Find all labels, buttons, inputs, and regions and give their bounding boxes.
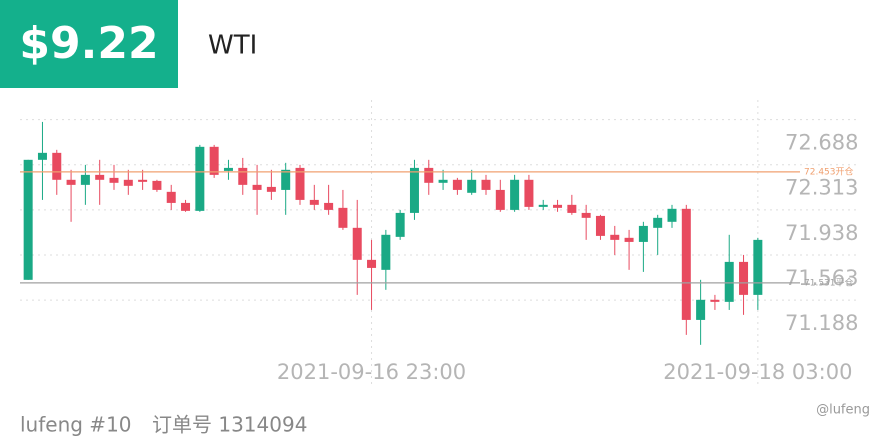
candle-body (295, 167, 305, 200)
y-tick-label: 72.313 (785, 176, 858, 200)
reference-label: 72.453开仓 (804, 165, 854, 177)
candle-body (181, 202, 191, 211)
candle-body (266, 186, 276, 192)
candle-body (409, 167, 419, 213)
candle-body (667, 208, 677, 222)
candle-body (638, 225, 648, 242)
candle-body (338, 207, 348, 228)
candle-body (80, 174, 90, 185)
candle-body (696, 299, 706, 320)
candle-body (438, 179, 448, 183)
candle-body (52, 152, 62, 180)
candle-body (123, 179, 133, 186)
candle-body (367, 259, 377, 268)
candle-body (66, 179, 76, 185)
candle-body (281, 169, 291, 190)
candle-body (524, 179, 534, 207)
candle-body (510, 179, 520, 210)
price-box (0, 0, 178, 88)
x-tick-label: 2021-09-16 23:00 (277, 360, 466, 384)
candle-body (209, 146, 219, 175)
candle-body (166, 191, 176, 203)
candle-body (739, 261, 749, 295)
candle-body (95, 174, 105, 180)
symbol: WTI (208, 31, 257, 61)
candle-body (238, 167, 248, 185)
candle-body (309, 199, 319, 205)
candle-body (710, 299, 720, 302)
candle-body (352, 227, 362, 260)
candle-body (753, 239, 763, 295)
candle-body (195, 146, 205, 211)
candle-body (610, 234, 620, 240)
order: 订单号 1314094 (152, 413, 307, 437)
candle-body (138, 179, 148, 182)
candle-body (395, 212, 405, 237)
candle-body (653, 217, 663, 228)
candle-body (538, 204, 548, 207)
candle-body (324, 202, 334, 210)
candle-body (595, 215, 605, 236)
candle-body (152, 180, 162, 190)
y-tick-label: 71.938 (785, 221, 858, 245)
x-tick-label: 2021-09-18 03:00 (663, 360, 852, 384)
candle-body (452, 179, 462, 190)
candle-body (681, 208, 691, 320)
y-tick-label: 72.688 (785, 131, 858, 155)
candle-body (581, 212, 591, 218)
plot: 72.688 72.313 71.938 71.563 71.188 2021-09-16… (20, 100, 860, 385)
candle-body (424, 167, 434, 183)
candle-body (724, 261, 734, 302)
price: $9.22 (19, 18, 158, 69)
candle-body (481, 179, 491, 190)
candle-body (23, 159, 33, 280)
candle-body (252, 184, 262, 190)
y-tick-label: 71.563 (785, 266, 858, 290)
candle-body (495, 189, 505, 210)
user: lufeng #10 (20, 413, 132, 437)
watermark: @lufeng (816, 403, 870, 418)
candle-body (567, 204, 577, 213)
candle-body (37, 152, 47, 160)
reference-label: 71.531平仓 (804, 276, 854, 288)
candle-body (109, 177, 119, 183)
candle-body (381, 234, 391, 270)
candle-body (467, 179, 477, 193)
y-tick-label: 71.188 (785, 311, 858, 335)
candle-body (624, 237, 634, 242)
candle-body (553, 204, 563, 208)
candle-body (223, 167, 233, 171)
